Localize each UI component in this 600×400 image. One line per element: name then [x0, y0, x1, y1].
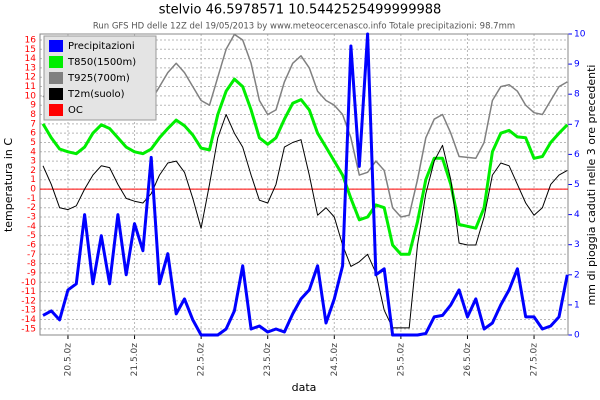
y-tick-label: 1	[30, 175, 36, 185]
y2-tick-label: 9	[574, 60, 580, 70]
y-tick-label: -10	[21, 278, 36, 288]
y2-tick-label: 1	[574, 300, 580, 310]
x-tick-label: 22.5.0z	[197, 343, 207, 377]
x-tick-label: 24.5.0z	[330, 343, 340, 377]
y-tick-label: 8	[30, 110, 36, 120]
y-tick-label: 6	[30, 129, 36, 139]
legend-swatch	[49, 72, 63, 84]
y2-tick-label: 5	[574, 180, 580, 190]
legend-swatch	[49, 88, 63, 100]
legend-label: Precipitazioni	[68, 41, 135, 52]
chart-title: stelvio 46.5978571 10.5442525499999988	[159, 3, 442, 18]
y-tick-label: -7	[27, 250, 36, 260]
y-tick-label: 4	[30, 147, 36, 157]
y2-tick-label: 2	[574, 270, 580, 280]
y-tick-label: -5	[27, 231, 36, 241]
y-tick-label: 12	[25, 73, 36, 83]
y-axis-label: temperatura in C	[2, 138, 15, 232]
plot-frame	[39, 33, 569, 336]
y-tick-label: 13	[25, 63, 36, 73]
y-tick-label: -1	[27, 194, 36, 204]
legend-label: T850(1500m)	[67, 57, 136, 68]
y-tick-label: -11	[21, 287, 36, 297]
series-line	[42, 114, 568, 329]
series-line	[42, 32, 569, 337]
y-tick-label: -6	[27, 240, 36, 250]
y2-tick-label: 4	[574, 210, 580, 220]
y-tick-label: -4	[27, 222, 36, 232]
series-line	[41, 77, 569, 256]
legend-label: OC	[68, 105, 83, 116]
x-tick-label: 23.5.0z	[263, 343, 273, 377]
y-tick-label: 0	[30, 185, 36, 195]
y-tick-label: 15	[25, 45, 36, 55]
y-tick-label: 7	[30, 119, 36, 129]
y2-axis-label: mm di pioggia caduti nelle 3 ore precede…	[585, 65, 598, 306]
y2-tick-label: 6	[574, 150, 580, 160]
y-tick-label: -2	[27, 203, 36, 213]
y-tick-label: -9	[27, 268, 36, 278]
y2-tick-label: 10	[574, 30, 586, 40]
y-tick-label: 5	[30, 138, 36, 148]
legend-swatch	[49, 104, 63, 116]
y-tick-label: -8	[27, 259, 36, 269]
x-tick-label: 27.5.0z	[530, 343, 540, 377]
x-axis-label: data	[292, 381, 317, 394]
y-tick-label: 14	[25, 54, 37, 64]
y-tick-label: -15	[21, 324, 36, 334]
legend-label: T925(700m)	[67, 73, 130, 84]
y-tick-label: 16	[25, 35, 37, 45]
y2-tick-label: 3	[574, 240, 580, 250]
legend-swatch	[49, 40, 63, 52]
chart-subtitle: Run GFS HD delle 12Z del 19/05/2013 by w…	[93, 22, 515, 32]
y-tick-label: -3	[27, 213, 36, 223]
legend: Precipitazioni T850(1500m) T925(700m) T2m(s…	[43, 35, 157, 121]
x-tick-label: 21.5.0z	[130, 343, 140, 377]
y-tick-label: 2	[30, 166, 36, 176]
y-tick-label: -13	[21, 306, 36, 316]
legend-swatch	[49, 56, 63, 68]
y-tick-label: 11	[25, 82, 36, 92]
y2-tick-label: 8	[574, 90, 580, 100]
y2-tick-label: 7	[574, 120, 580, 130]
y-tick-label: 10	[25, 91, 37, 101]
y-tick-label: -12	[21, 296, 36, 306]
x-tick-label: 20.5.0z	[63, 343, 73, 377]
x-tick-label: 26.5.0z	[463, 343, 473, 377]
legend-label: T2m(suolo)	[67, 89, 125, 100]
x-tick-label: 25.5.0z	[396, 343, 406, 377]
y-tick-label: 3	[30, 157, 36, 167]
y2-tick-label: 0	[574, 331, 580, 341]
y-tick-label: 9	[30, 101, 36, 111]
y-tick-label: -14	[21, 315, 36, 325]
